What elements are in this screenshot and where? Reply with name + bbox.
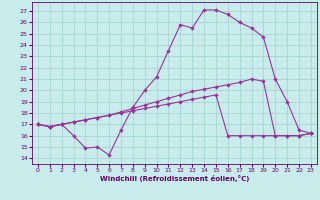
- X-axis label: Windchill (Refroidissement éolien,°C): Windchill (Refroidissement éolien,°C): [100, 175, 249, 182]
